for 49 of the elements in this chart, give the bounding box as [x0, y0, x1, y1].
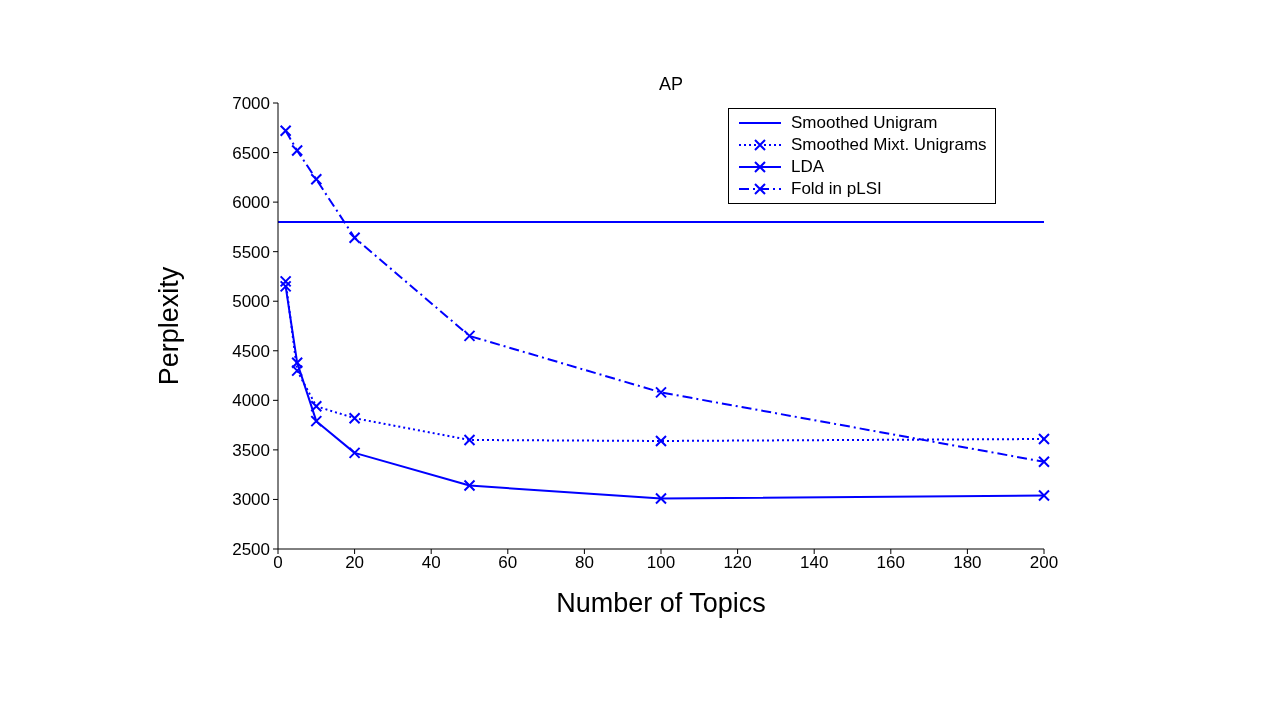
y-tick-label: 3500 — [232, 440, 270, 460]
point — [310, 173, 323, 186]
point — [348, 412, 361, 425]
point — [310, 415, 323, 428]
x-tick-label: 40 — [421, 553, 441, 573]
y-axis-title: Perplexity — [153, 266, 184, 386]
point — [348, 446, 361, 459]
chart-title: AP — [658, 74, 684, 95]
y-tick-label: 6000 — [232, 193, 270, 213]
point — [291, 364, 304, 377]
point — [291, 356, 304, 369]
legend-label: Smoothed Unigram — [791, 112, 938, 134]
legend-label: Fold in pLSI — [791, 178, 882, 200]
point — [463, 329, 476, 342]
y-tick-label: 4000 — [232, 391, 270, 411]
point — [1038, 432, 1050, 445]
y-tick-label: 6500 — [232, 143, 270, 163]
point — [279, 280, 292, 293]
legend-label: Smoothed Mixt. Unigrams — [791, 134, 987, 156]
point — [279, 124, 292, 137]
x-tick-label: 160 — [876, 553, 905, 573]
y-tick-label: 2500 — [232, 540, 270, 560]
x-tick-label: 60 — [498, 553, 518, 573]
x-tick-label: 20 — [345, 553, 365, 573]
x-tick-label: 200 — [1029, 553, 1059, 573]
y-tick-label: 5500 — [232, 242, 270, 262]
y-tick-label: 4500 — [232, 341, 270, 361]
point — [310, 400, 323, 413]
x-tick-label: 120 — [723, 553, 752, 573]
x-tick-label: 100 — [646, 553, 676, 573]
point — [348, 231, 361, 244]
x-tick-label: 0 — [273, 553, 283, 573]
y-tick-label: 3000 — [232, 490, 270, 510]
point — [463, 433, 476, 446]
point — [463, 479, 476, 492]
point — [1038, 455, 1050, 468]
x-axis-title: Number of Topics — [556, 588, 766, 618]
x-tick-label: 140 — [800, 553, 829, 573]
point — [655, 434, 667, 447]
point — [291, 144, 304, 157]
point — [655, 386, 667, 399]
point — [279, 275, 292, 288]
x-tick-label: 80 — [574, 553, 594, 573]
legend-label: LDA — [791, 156, 825, 178]
point — [1038, 489, 1050, 502]
x-tick-label: 180 — [953, 553, 982, 573]
y-tick-label: 7000 — [232, 94, 270, 114]
y-tick-label: 5000 — [232, 292, 270, 312]
point — [655, 492, 667, 505]
